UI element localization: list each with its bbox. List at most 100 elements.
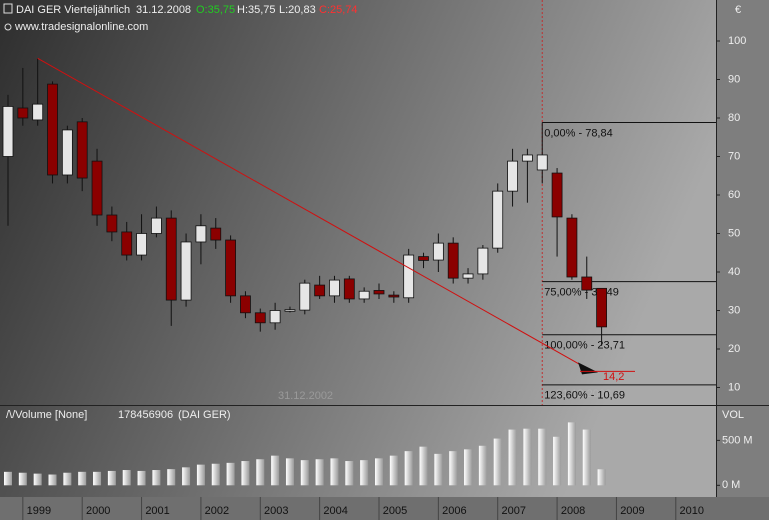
y-tick-label: 90	[728, 73, 740, 85]
candle-body	[269, 310, 281, 324]
x-tick-label: 2006	[442, 505, 466, 517]
candle-body	[61, 129, 73, 176]
candle-body	[254, 312, 266, 324]
plot-background	[0, 0, 716, 497]
candle-body	[492, 190, 504, 249]
candle-body	[536, 154, 548, 171]
volume-bar	[48, 474, 57, 486]
chart-title: DAI GER Vierteljährlich	[16, 4, 130, 16]
candle-body	[462, 273, 474, 279]
currency: €	[735, 4, 741, 16]
volume-bar	[300, 460, 309, 486]
watermark: 31.12.2008	[556, 388, 611, 400]
candle-body	[403, 254, 415, 299]
candle-body	[47, 83, 58, 176]
candle-body	[551, 172, 563, 218]
volume-symbol: (DAI GER)	[178, 409, 231, 421]
candle-body	[2, 106, 14, 157]
trendline-label: 14,2	[603, 371, 624, 383]
volume-label: /\/Volume [None]	[6, 409, 87, 421]
volume-bar	[196, 464, 205, 486]
candle-body	[91, 160, 103, 216]
volume-bar	[33, 473, 42, 486]
y-tick-label: 10	[728, 381, 740, 393]
volume-bar	[137, 470, 146, 486]
y-tick-label: 30	[728, 304, 740, 316]
candle-body	[225, 239, 237, 297]
volume-bar	[345, 461, 354, 486]
y-tick-label: 100	[728, 35, 746, 47]
x-tick-label: 2003	[264, 505, 288, 517]
volume-bar	[434, 453, 443, 486]
volume-bar	[182, 467, 191, 486]
candle-body	[121, 231, 133, 256]
volume-bar	[256, 459, 265, 486]
volume-bar	[93, 471, 102, 486]
candle-body	[195, 225, 207, 243]
fib-label: 123,60% - 10,69	[544, 390, 625, 402]
candle-body	[106, 214, 118, 233]
candle-body	[507, 160, 518, 192]
candle-body	[388, 294, 400, 298]
volume-bar	[523, 428, 532, 486]
y-tick-label: 60	[728, 189, 740, 201]
x-tick-label: 2009	[620, 505, 644, 517]
volume-bar	[18, 472, 27, 486]
volume-bar	[597, 469, 606, 486]
trendline	[37, 57, 593, 372]
x-tick-label: 2001	[145, 505, 169, 517]
candle-body	[566, 217, 578, 278]
candle-body	[581, 276, 593, 291]
x-tick-label: 2008	[561, 505, 585, 517]
volume-bar	[78, 471, 87, 486]
candle-body	[32, 103, 44, 121]
volume-axis-label: VOL	[722, 409, 744, 421]
volume-bar	[122, 470, 131, 486]
candle-body	[373, 290, 385, 295]
candle-body	[329, 279, 340, 297]
volume-bar	[553, 436, 562, 486]
window-icon	[3, 3, 13, 14]
candle-body	[314, 284, 326, 297]
candle-body	[165, 217, 177, 301]
volume-bar	[464, 449, 473, 486]
candle-body	[240, 295, 251, 314]
volume-bar	[582, 429, 591, 486]
date: 31.12.2008	[136, 4, 191, 16]
candle-body	[343, 278, 355, 300]
x-tick-label: 2010	[680, 505, 704, 517]
fib-label: 0,00% - 78,84	[544, 127, 613, 139]
volume-bar	[478, 445, 487, 486]
fib-label: 100,00% - 23,71	[544, 340, 625, 352]
x-tick-label: 2004	[323, 505, 347, 517]
volume-bar	[375, 458, 383, 486]
volume-bar	[315, 459, 324, 486]
volume-bar	[567, 422, 576, 486]
candle-body	[596, 287, 607, 328]
candle-body	[299, 282, 311, 311]
ohlc-close: C:25,74	[319, 4, 358, 16]
volume-bar	[508, 429, 517, 486]
x-tick-label: 2000	[86, 505, 110, 517]
volume-bar	[538, 428, 547, 486]
x-tick-label: 2007	[501, 505, 525, 517]
candle-body	[432, 242, 444, 261]
candle-body	[136, 233, 147, 256]
axis-background	[716, 0, 769, 520]
y-tick-label: 50	[728, 227, 740, 239]
y-tick-label: 70	[728, 150, 740, 162]
watermark: 31.12.2002	[278, 390, 333, 402]
volume-bar	[241, 461, 250, 486]
volume-bar	[493, 438, 502, 486]
candle-body	[447, 242, 459, 279]
ohlc-high: H:35,75	[237, 4, 276, 16]
y-tick-label: 80	[728, 112, 740, 124]
x-tick-label: 2002	[205, 505, 229, 517]
volume-bar	[449, 451, 458, 486]
volume-bar	[285, 458, 294, 486]
ohlc-open: O:35,75	[196, 4, 235, 16]
ohlc-low: L:20,83	[279, 4, 316, 16]
volume-last: 178456906	[118, 409, 173, 421]
volume-bar	[330, 458, 339, 486]
